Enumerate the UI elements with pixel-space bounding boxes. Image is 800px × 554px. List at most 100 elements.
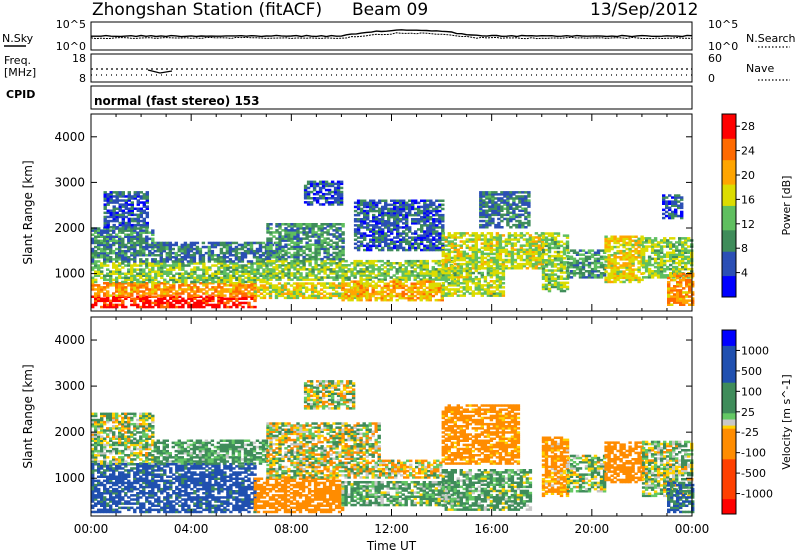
data-cell-power — [534, 236, 539, 239]
data-cell-power — [513, 252, 518, 256]
data-cell-power — [405, 248, 409, 252]
data-cell-power — [390, 240, 394, 243]
data-cell-power — [195, 249, 200, 253]
data-cell-power — [396, 220, 400, 223]
data-cell-power — [130, 251, 134, 255]
data-cell-power — [136, 235, 140, 238]
data-cell-power — [465, 280, 469, 283]
data-cell-power — [124, 272, 128, 275]
data-cell-power — [477, 236, 481, 239]
data-cell-power — [495, 275, 500, 279]
data-cell-power — [253, 278, 257, 282]
data-cell-power — [444, 294, 448, 297]
data-cell-power — [438, 226, 442, 229]
data-cell-power — [124, 288, 128, 291]
data-cell-power — [271, 290, 276, 293]
data-cell-power — [447, 284, 451, 287]
data-cell-power — [383, 282, 387, 285]
data-cell-power — [398, 280, 402, 283]
data-cell-power — [151, 243, 155, 247]
data-cell-power — [196, 286, 200, 289]
data-cell-power — [322, 286, 327, 289]
data-cell-power — [327, 203, 332, 206]
data-cell-power — [553, 269, 558, 272]
data-cell-power — [441, 238, 445, 241]
data-cell-power — [308, 255, 312, 259]
data-cell-power — [559, 240, 564, 243]
data-cell-power — [434, 276, 438, 279]
data-cell-power — [290, 227, 294, 230]
data-cell-power — [495, 244, 500, 247]
data-cell-power — [453, 267, 457, 270]
data-cell-power — [109, 249, 113, 253]
data-cell-power — [148, 274, 152, 277]
data-cell-power — [435, 226, 439, 229]
data-cell-power — [495, 286, 500, 289]
data-cell-power — [498, 267, 503, 271]
data-cell-power — [333, 190, 338, 194]
data-cell-power — [480, 267, 484, 270]
data-cell-power — [112, 195, 116, 198]
data-cell-power — [109, 195, 113, 198]
data-cell-power — [160, 266, 164, 269]
data-cell-power — [268, 292, 273, 295]
data-cell-power — [423, 218, 427, 221]
data-cell-power — [193, 270, 197, 273]
data-cell-power — [91, 266, 95, 269]
data-cell-power — [374, 276, 378, 279]
data-cell-power — [180, 260, 184, 263]
data-cell-power — [213, 245, 218, 249]
data-cell-power — [225, 245, 230, 249]
data-cell-power — [353, 290, 357, 294]
data-cell-power — [492, 238, 497, 241]
data-cell-power — [396, 228, 400, 231]
data-cell-power — [622, 249, 626, 253]
data-cell-power — [253, 272, 257, 275]
data-cell-power — [324, 197, 329, 200]
data-cell-power — [498, 292, 503, 295]
data-cell-power — [172, 266, 176, 269]
data-cell-power — [112, 201, 116, 204]
data-cell-power — [447, 234, 451, 237]
data-cell-power — [94, 229, 98, 232]
data-cell-power — [426, 248, 430, 252]
data-cell-power — [121, 227, 125, 230]
data-cell-power — [553, 277, 558, 280]
data-cell-power — [372, 232, 376, 235]
data-cell-power — [462, 252, 466, 256]
data-cell-power — [256, 272, 260, 275]
data-cell-power — [519, 244, 524, 247]
data-cell-power — [142, 245, 146, 249]
data-cell-power — [118, 286, 122, 289]
data-cell-power — [145, 284, 149, 287]
data-cell-power — [371, 280, 375, 283]
data-cell-power — [244, 276, 248, 280]
data-cell-power — [281, 264, 285, 267]
data-cell-power — [474, 260, 478, 264]
data-cell-power — [142, 195, 146, 198]
data-cell-power — [259, 264, 263, 267]
data-cell-power — [338, 266, 342, 269]
data-cell-power — [356, 232, 361, 235]
data-cell-power — [241, 272, 245, 275]
data-cell-power — [142, 219, 146, 223]
data-cell-power — [411, 207, 415, 211]
data-cell-power — [480, 294, 484, 297]
data-cell-power — [145, 282, 149, 285]
data-cell-power — [396, 244, 400, 248]
freq-tick: 8 — [79, 72, 86, 85]
data-cell-power — [112, 282, 116, 285]
data-cell-power — [414, 199, 418, 202]
data-cell-power — [387, 211, 391, 215]
data-cell-power — [100, 254, 104, 257]
data-cell-power — [169, 294, 173, 297]
data-cell-power — [471, 277, 475, 281]
data-cell-power — [474, 242, 478, 245]
freq-panel-frame — [90, 53, 693, 83]
data-cell-power — [341, 298, 345, 302]
data-cell-power — [510, 234, 515, 237]
data-cell-power — [321, 182, 326, 186]
data-cell-power — [584, 276, 589, 279]
data-cell-power — [402, 207, 406, 211]
data-cell-power — [281, 268, 285, 271]
